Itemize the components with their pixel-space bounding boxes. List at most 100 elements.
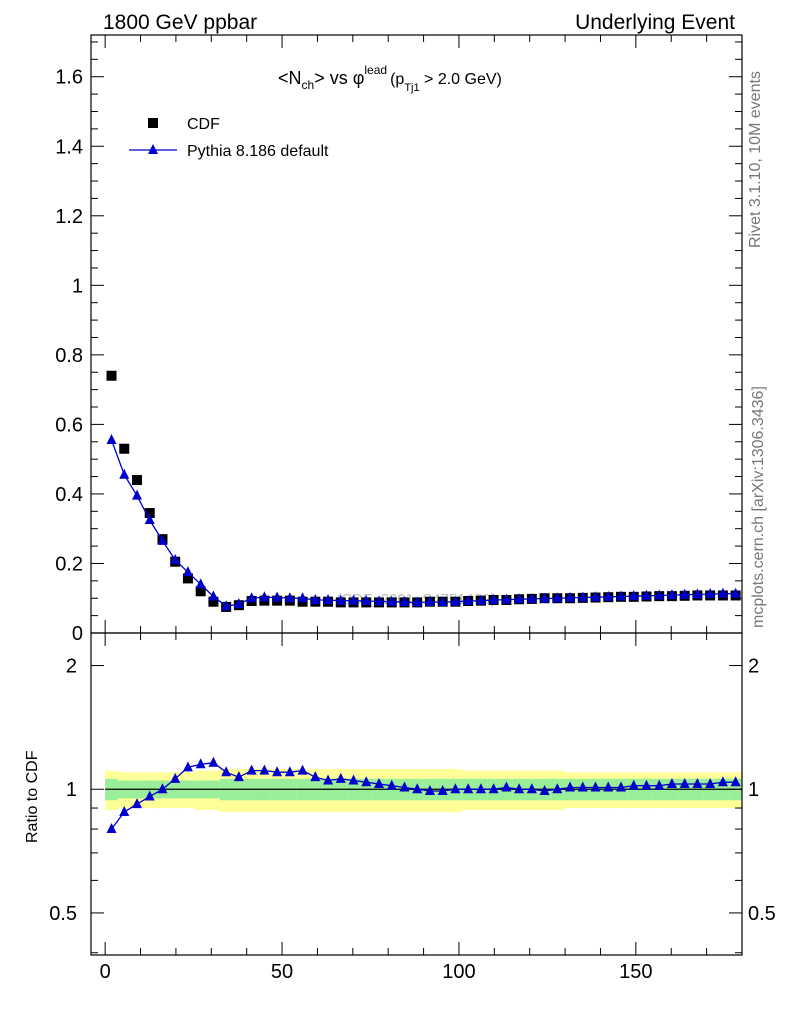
pythia-point: [463, 595, 474, 606]
main-panel: 00.20.40.60.811.21.41.6 (CDF_2001_S47514…: [55, 34, 743, 955]
xtick-label: 50: [271, 961, 293, 983]
ratio-frame: [90, 632, 743, 956]
pythia-point: [641, 589, 652, 600]
ratio-pythia-point: [615, 781, 626, 792]
cdf-point: [131, 475, 142, 486]
title-part-a: <N: [278, 68, 302, 88]
ratio-ytick-label-left: 2: [66, 656, 77, 678]
ratio-pythia-point: [361, 776, 372, 787]
ratio-ytick-label-right: 1: [748, 779, 759, 801]
ratio-pythia-point: [679, 777, 690, 788]
pythia-point: [628, 590, 639, 601]
ratio-pythia-point: [157, 783, 168, 794]
ratio-pythia-point: [463, 783, 474, 794]
ratio-pythia-point: [119, 806, 130, 817]
ratio-ytick-label-right: 0.5: [748, 903, 776, 925]
ratio-pythia-point: [131, 798, 142, 809]
pythia-point: [539, 592, 550, 603]
pythia-line: [110, 439, 736, 607]
pythia-point: [348, 594, 359, 605]
pythia-point: [488, 593, 499, 604]
pythia-point: [450, 595, 461, 606]
ratio-pythia-point: [259, 764, 270, 775]
main-ytick-label: 1.6: [55, 67, 83, 89]
pythia-point: [552, 592, 563, 603]
main-ytick-label: 0.2: [55, 553, 83, 575]
ratio-pythia-point: [577, 781, 588, 792]
pythia-point: [106, 434, 117, 445]
ratio-ylabel: Ratio to CDF: [24, 750, 41, 843]
ratio-pythia-point: [208, 756, 219, 767]
pythia-point: [679, 588, 690, 599]
cdf-point: [208, 596, 219, 607]
main-data: [106, 370, 741, 612]
pythia-point: [666, 589, 677, 600]
pythia-point: [259, 591, 270, 602]
ratio-pythia-point: [412, 783, 423, 794]
ratio-pythia-point: [539, 785, 550, 796]
side-label-rivet: Rivet 3.1.10, 10M events: [747, 71, 764, 248]
ratio-pythia-point: [475, 783, 486, 794]
pythia-point: [565, 591, 576, 602]
pythia-point: [412, 596, 423, 607]
main-axis-ticks: 0 0.2 0.4 0.6 0.8 1 1.2 1.4 1.6: [55, 35, 743, 955]
legend-cdf-label: CDF: [187, 116, 220, 133]
cdf-point: [106, 370, 117, 381]
pythia-point: [119, 468, 130, 479]
ratio-pythia-point: [666, 777, 677, 788]
pythia-point: [272, 591, 283, 602]
ratio-pythia-point: [373, 777, 384, 788]
ratio-pythia-point: [221, 766, 232, 777]
cdf-point: [119, 443, 130, 454]
legend-pythia-marker: [148, 144, 158, 154]
pythia-point: [310, 593, 321, 604]
legend-cdf-marker: [148, 118, 158, 128]
ratio-data: [106, 756, 741, 834]
ratio-pythia-point: [297, 764, 308, 775]
pythia-point: [246, 592, 257, 603]
legend-pythia-label: Pythia 8.186 default: [187, 143, 329, 160]
main-ytick-label: 0: [72, 623, 83, 645]
pythia-point: [730, 587, 741, 598]
ratio-panel: 0 50 100 150 0.5 0.5 1 1 2 2 Ratio to CDF: [24, 632, 776, 983]
ratio-pythia-point: [705, 777, 716, 788]
pythia-point: [373, 595, 384, 606]
pythia-point: [705, 588, 716, 599]
ratio-pythia-point: [654, 779, 665, 790]
title-part-d: > 2.0 GeV): [420, 71, 502, 88]
ratio-ytick-label-right: 2: [748, 656, 759, 678]
main-ytick-label: 0.4: [55, 484, 83, 506]
ratio-pythia-point: [590, 781, 601, 792]
main-ytick-label: 0.6: [55, 414, 83, 436]
ratio-pythia-point: [501, 781, 512, 792]
ratio-pythia-point: [170, 772, 181, 783]
ratio-pythia-point: [603, 781, 614, 792]
pythia-point: [284, 592, 295, 603]
pythia-point: [590, 591, 601, 602]
pythia-point: [170, 553, 181, 564]
pythia-point: [692, 588, 703, 599]
pythia-point: [501, 593, 512, 604]
ratio-pythia-point: [335, 772, 346, 783]
ratio-pythia-point: [233, 771, 244, 782]
pythia-point: [654, 589, 665, 600]
ratio-pythia-point: [386, 779, 397, 790]
side-label-mcplots: mcplots.cern.ch [arXiv:1306.3436]: [750, 386, 767, 628]
title-part-b-sup: lead: [364, 63, 387, 77]
pythia-point: [424, 596, 435, 607]
legend: CDF Pythia 8.186 default: [129, 116, 329, 160]
pythia-point: [386, 595, 397, 606]
pythia-point: [361, 595, 372, 606]
cdf-point: [144, 508, 155, 519]
pythia-point: [221, 600, 232, 611]
ratio-pythia-point: [450, 783, 461, 794]
title-part-c: (p: [390, 71, 404, 88]
pythia-point: [514, 593, 525, 604]
main-ytick-label: 1.4: [55, 136, 83, 158]
pythia-point: [208, 590, 219, 601]
pythia-point: [717, 587, 728, 598]
ratio-ytick-label-left: 1: [66, 779, 77, 801]
plot-title: <Nch> vs φlead(pTj1 > 2.0 GeV): [278, 63, 502, 94]
ratio-pythia-point: [399, 781, 410, 792]
pythia-point: [323, 593, 334, 604]
